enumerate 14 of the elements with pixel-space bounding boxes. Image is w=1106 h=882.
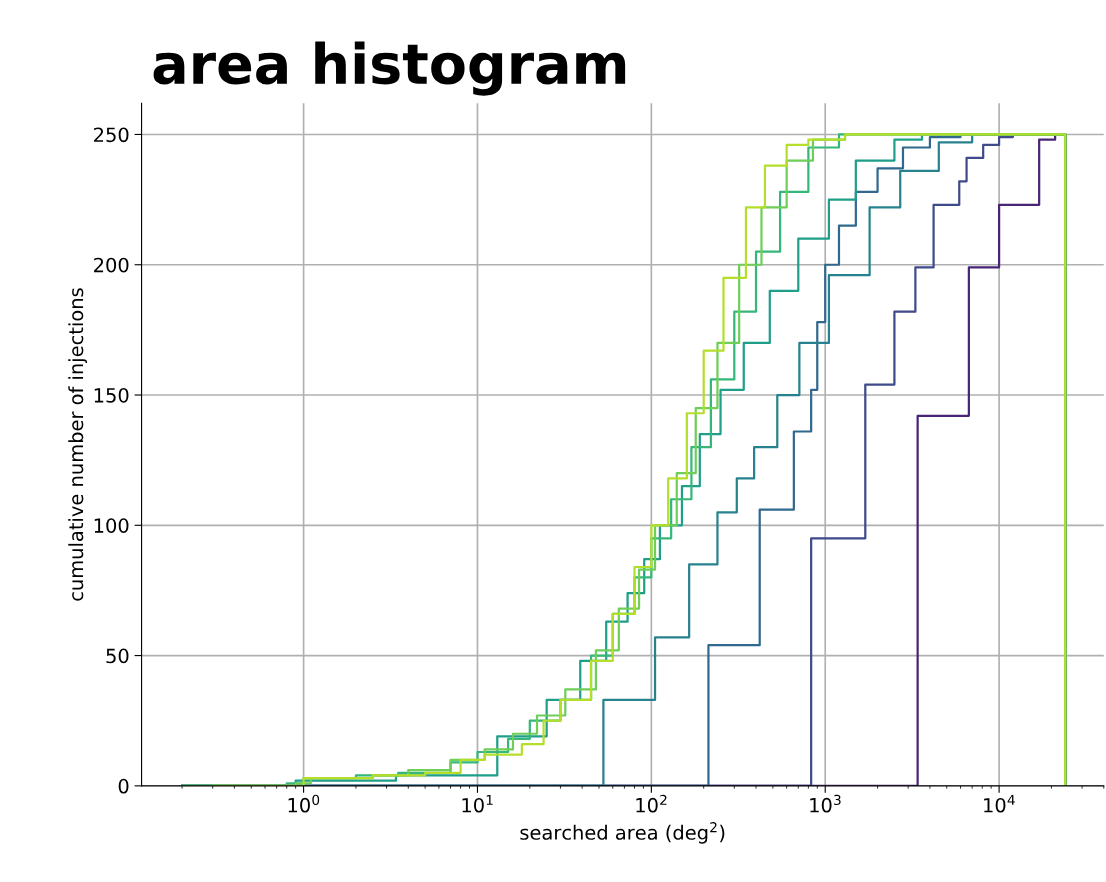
- chart-title: area histogram: [153, 41, 626, 96]
- y-tick-label: 250: [94, 127, 129, 143]
- y-tick-label: 100: [94, 518, 129, 533]
- x-tick-label: 10$^{1}$: [462, 794, 493, 813]
- y-tick-label: 150: [94, 387, 129, 403]
- y-tick-label: 50: [106, 648, 129, 664]
- y-tick-label: 200: [94, 257, 129, 273]
- x-tick-label: 10$^{2}$: [636, 794, 667, 813]
- y-tick-label: 0: [118, 778, 129, 794]
- y-axis-title: cumulative number of injections: [68, 288, 88, 601]
- x-tick-label: 10$^{4}$: [984, 794, 1015, 813]
- x-tick-label: 10$^{0}$: [288, 794, 320, 813]
- x-tick-label: 10$^{3}$: [810, 794, 841, 813]
- x-axis-title: searched area (deg$^{2}$): [520, 822, 725, 844]
